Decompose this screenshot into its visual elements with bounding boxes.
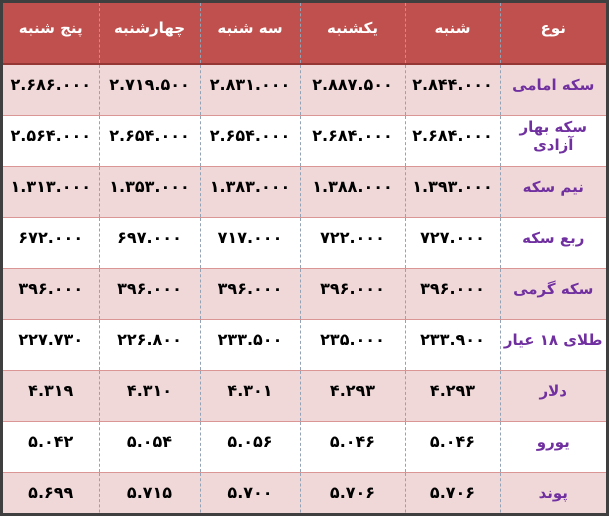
- price-cell-euro-wednesday: ۵.۰۵۴: [98, 421, 200, 472]
- table-row-dollar: دلار ۴.۲۹۳ ۴.۲۹۳ ۴.۳۰۱ ۴.۳۱۰ ۴.۳۱۹: [3, 370, 606, 421]
- price-cell-half-coin-thursday: ۱.۳۱۳.۰۰۰: [3, 166, 99, 217]
- price-cell-euro-saturday: ۵.۰۴۶: [404, 421, 500, 472]
- price-cell-18k-gold-saturday: ۲۳۳.۹۰۰: [404, 319, 500, 370]
- row-label-gram-coin: سکه گرمی: [499, 268, 606, 319]
- price-cell-dollar-saturday: ۴.۲۹۳: [404, 370, 500, 421]
- price-cell-dollar-sunday: ۴.۲۹۳: [299, 370, 405, 421]
- price-cell-gram-coin-sunday: ۳۹۶.۰۰۰: [299, 268, 405, 319]
- price-cell-quarter-coin-sunday: ۷۲۲.۰۰۰: [299, 217, 405, 268]
- header-row: نوع شنبه یکشنبه سه شنبه چهارشنبه پنج شنبه: [3, 3, 606, 65]
- price-cell-gram-coin-tuesday: ۳۹۶.۰۰۰: [199, 268, 300, 319]
- price-cell-euro-thursday: ۵.۰۴۲: [3, 421, 99, 472]
- price-cell-euro-tuesday: ۵.۰۵۶: [199, 421, 300, 472]
- price-cell-half-coin-wednesday: ۱.۳۵۳.۰۰۰: [98, 166, 200, 217]
- price-cell-pound-saturday: ۵.۷۰۶: [404, 472, 500, 513]
- daily-prices-table: نوع شنبه یکشنبه سه شنبه چهارشنبه پنج شنبه سکه…: [3, 3, 606, 513]
- column-header-tuesday: سه شنبه: [199, 3, 300, 65]
- price-cell-euro-sunday: ۵.۰۴۶: [299, 421, 405, 472]
- price-cell-pound-thursday: ۵.۶۹۹: [3, 472, 99, 513]
- column-header-thursday: پنج شنبه: [3, 3, 99, 65]
- price-cell-quarter-coin-wednesday: ۶۹۷.۰۰۰: [98, 217, 200, 268]
- price-cell-quarter-coin-tuesday: ۷۱۷.۰۰۰: [199, 217, 300, 268]
- price-cell-dollar-thursday: ۴.۳۱۹: [3, 370, 99, 421]
- table-row-half-coin: نیم سکه ۱.۳۹۳.۰۰۰ ۱.۳۸۸.۰۰۰ ۱.۳۸۳.۰۰۰ ۱.۳۵۳.…: [3, 166, 606, 217]
- price-cell-bahar-azadi-coin-tuesday: ۲.۶۵۴.۰۰۰: [199, 115, 300, 166]
- row-label-emami-coin: سکه امامی: [499, 64, 606, 115]
- row-label-bahar-azadi-coin: سکه بهار آزادی: [499, 115, 606, 166]
- price-cell-bahar-azadi-coin-wednesday: ۲.۶۵۴.۰۰۰: [98, 115, 200, 166]
- price-cell-half-coin-sunday: ۱.۳۸۸.۰۰۰: [299, 166, 405, 217]
- table-row-euro: یورو ۵.۰۴۶ ۵.۰۴۶ ۵.۰۵۶ ۵.۰۵۴ ۵.۰۴۲: [3, 421, 606, 472]
- table-row-18k-gold: طلای ۱۸ عیار ۲۳۳.۹۰۰ ۲۳۵.۰۰۰ ۲۳۳.۵۰۰ ۲۲۶.۸۰۰…: [3, 319, 606, 370]
- row-label-18k-gold: طلای ۱۸ عیار: [499, 319, 606, 370]
- price-cell-quarter-coin-saturday: ۷۲۷.۰۰۰: [404, 217, 500, 268]
- table-row-pound: پوند ۵.۷۰۶ ۵.۷۰۶ ۵.۷۰۰ ۵.۷۱۵ ۵.۶۹۹: [3, 472, 606, 513]
- table-body: سکه امامی ۲.۸۴۴.۰۰۰ ۲.۸۸۷.۵۰۰ ۲.۸۳۱.۰۰۰ ۲.۷۱…: [3, 64, 606, 513]
- price-cell-pound-sunday: ۵.۷۰۶: [299, 472, 405, 513]
- row-label-pound: پوند: [499, 472, 606, 513]
- price-cell-pound-tuesday: ۵.۷۰۰: [199, 472, 300, 513]
- table-row-gram-coin: سکه گرمی ۳۹۶.۰۰۰ ۳۹۶.۰۰۰ ۳۹۶.۰۰۰ ۳۹۶.۰۰۰ ۳۹۶.…: [3, 268, 606, 319]
- row-label-dollar: دلار: [499, 370, 606, 421]
- table-row-bahar-azadi-coin: سکه بهار آزادی ۲.۶۸۴.۰۰۰ ۲.۶۸۴.۰۰۰ ۲.۶۵۴.۰۰…: [3, 115, 606, 166]
- price-cell-emami-coin-tuesday: ۲.۸۳۱.۰۰۰: [199, 64, 300, 115]
- price-cell-emami-coin-thursday: ۲.۶۸۶.۰۰۰: [3, 64, 99, 115]
- price-cell-gram-coin-wednesday: ۳۹۶.۰۰۰: [98, 268, 200, 319]
- row-label-half-coin: نیم سکه: [499, 166, 606, 217]
- price-cell-emami-coin-saturday: ۲.۸۴۴.۰۰۰: [404, 64, 500, 115]
- column-header-type: نوع: [499, 3, 606, 65]
- price-cell-18k-gold-thursday: ۲۲۷.۷۳۰: [3, 319, 99, 370]
- price-cell-dollar-tuesday: ۴.۳۰۱: [199, 370, 300, 421]
- price-cell-18k-gold-wednesday: ۲۲۶.۸۰۰: [98, 319, 200, 370]
- price-cell-18k-gold-sunday: ۲۳۵.۰۰۰: [299, 319, 405, 370]
- price-cell-half-coin-saturday: ۱.۳۹۳.۰۰۰: [404, 166, 500, 217]
- row-label-euro: یورو: [499, 421, 606, 472]
- row-label-quarter-coin: ربع سکه: [499, 217, 606, 268]
- price-cell-quarter-coin-thursday: ۶۷۲.۰۰۰: [3, 217, 99, 268]
- column-header-sunday: یکشنبه: [299, 3, 405, 65]
- column-header-wednesday: چهارشنبه: [98, 3, 200, 65]
- price-cell-bahar-azadi-coin-sunday: ۲.۶۸۴.۰۰۰: [299, 115, 405, 166]
- price-cell-pound-wednesday: ۵.۷۱۵: [98, 472, 200, 513]
- column-header-saturday: شنبه: [404, 3, 500, 65]
- price-cell-bahar-azadi-coin-saturday: ۲.۶۸۴.۰۰۰: [404, 115, 500, 166]
- table-row-quarter-coin: ربع سکه ۷۲۷.۰۰۰ ۷۲۲.۰۰۰ ۷۱۷.۰۰۰ ۶۹۷.۰۰۰ ۶۷۲.۰…: [3, 217, 606, 268]
- price-cell-bahar-azadi-coin-thursday: ۲.۵۶۴.۰۰۰: [3, 115, 99, 166]
- price-cell-emami-coin-wednesday: ۲.۷۱۹.۵۰۰: [98, 64, 200, 115]
- price-cell-18k-gold-tuesday: ۲۳۳.۵۰۰: [199, 319, 300, 370]
- price-cell-dollar-wednesday: ۴.۳۱۰: [98, 370, 200, 421]
- price-cell-gram-coin-saturday: ۳۹۶.۰۰۰: [404, 268, 500, 319]
- price-cell-gram-coin-thursday: ۳۹۶.۰۰۰: [3, 268, 99, 319]
- price-cell-half-coin-tuesday: ۱.۳۸۳.۰۰۰: [199, 166, 300, 217]
- price-cell-emami-coin-sunday: ۲.۸۸۷.۵۰۰: [299, 64, 405, 115]
- table-row-emami-coin: سکه امامی ۲.۸۴۴.۰۰۰ ۲.۸۸۷.۵۰۰ ۲.۸۳۱.۰۰۰ ۲.۷۱…: [3, 64, 606, 115]
